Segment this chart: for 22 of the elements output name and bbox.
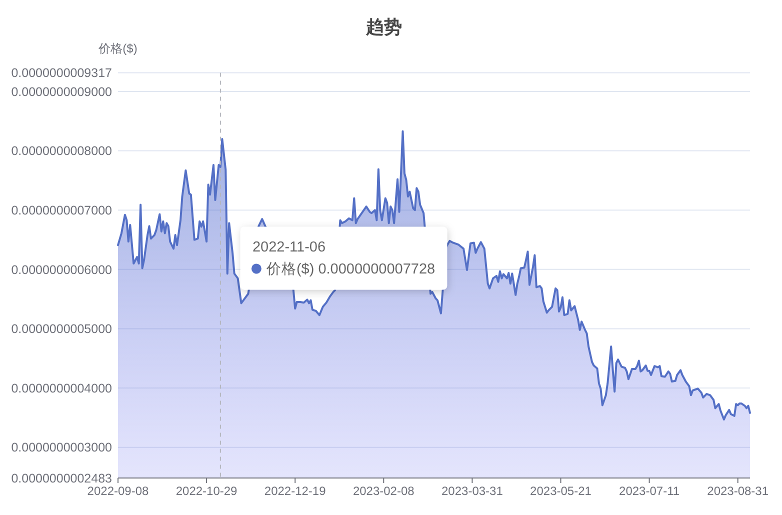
y-axis-title: 价格($) [98, 42, 138, 56]
x-tick-label: 2022-09-08 [87, 484, 150, 498]
y-tick-label: 0.0000000009000 [11, 84, 112, 99]
x-tick-label: 2023-05-21 [530, 484, 592, 498]
x-tick-label: 2023-02-08 [352, 484, 415, 498]
tooltip: 2022-11-06 价格($) 0.0000000007728 [240, 226, 448, 290]
y-tick-label: 0.0000000006000 [11, 262, 112, 277]
y-tick-label: 0.0000000008000 [11, 144, 112, 158]
x-tick-label: 2023-08-31 [707, 484, 769, 498]
y-tick-label: 0.0000000002483 [11, 471, 112, 486]
chart-title: 趋势 [365, 17, 402, 37]
y-tick-label: 0.0000000004000 [11, 381, 112, 396]
y-tick-label: 0.0000000005000 [11, 322, 112, 336]
annotation: 价格($) 0.0000000007728 [265, 260, 436, 278]
x-tick-label: 2022-10-29 [176, 484, 238, 498]
x-tick-label: 2022-12-19 [264, 484, 326, 498]
y-tick-label: 0.0000000003000 [11, 440, 112, 455]
x-tick-label: 2023-03-31 [442, 484, 504, 498]
annotation: 2022-11-06 [252, 240, 326, 256]
y-tick-label: 0.0000000009317 [11, 66, 112, 80]
x-tick-label: 2023-07-11 [619, 484, 680, 498]
y-tick-label: 0.0000000007000 [11, 203, 112, 218]
